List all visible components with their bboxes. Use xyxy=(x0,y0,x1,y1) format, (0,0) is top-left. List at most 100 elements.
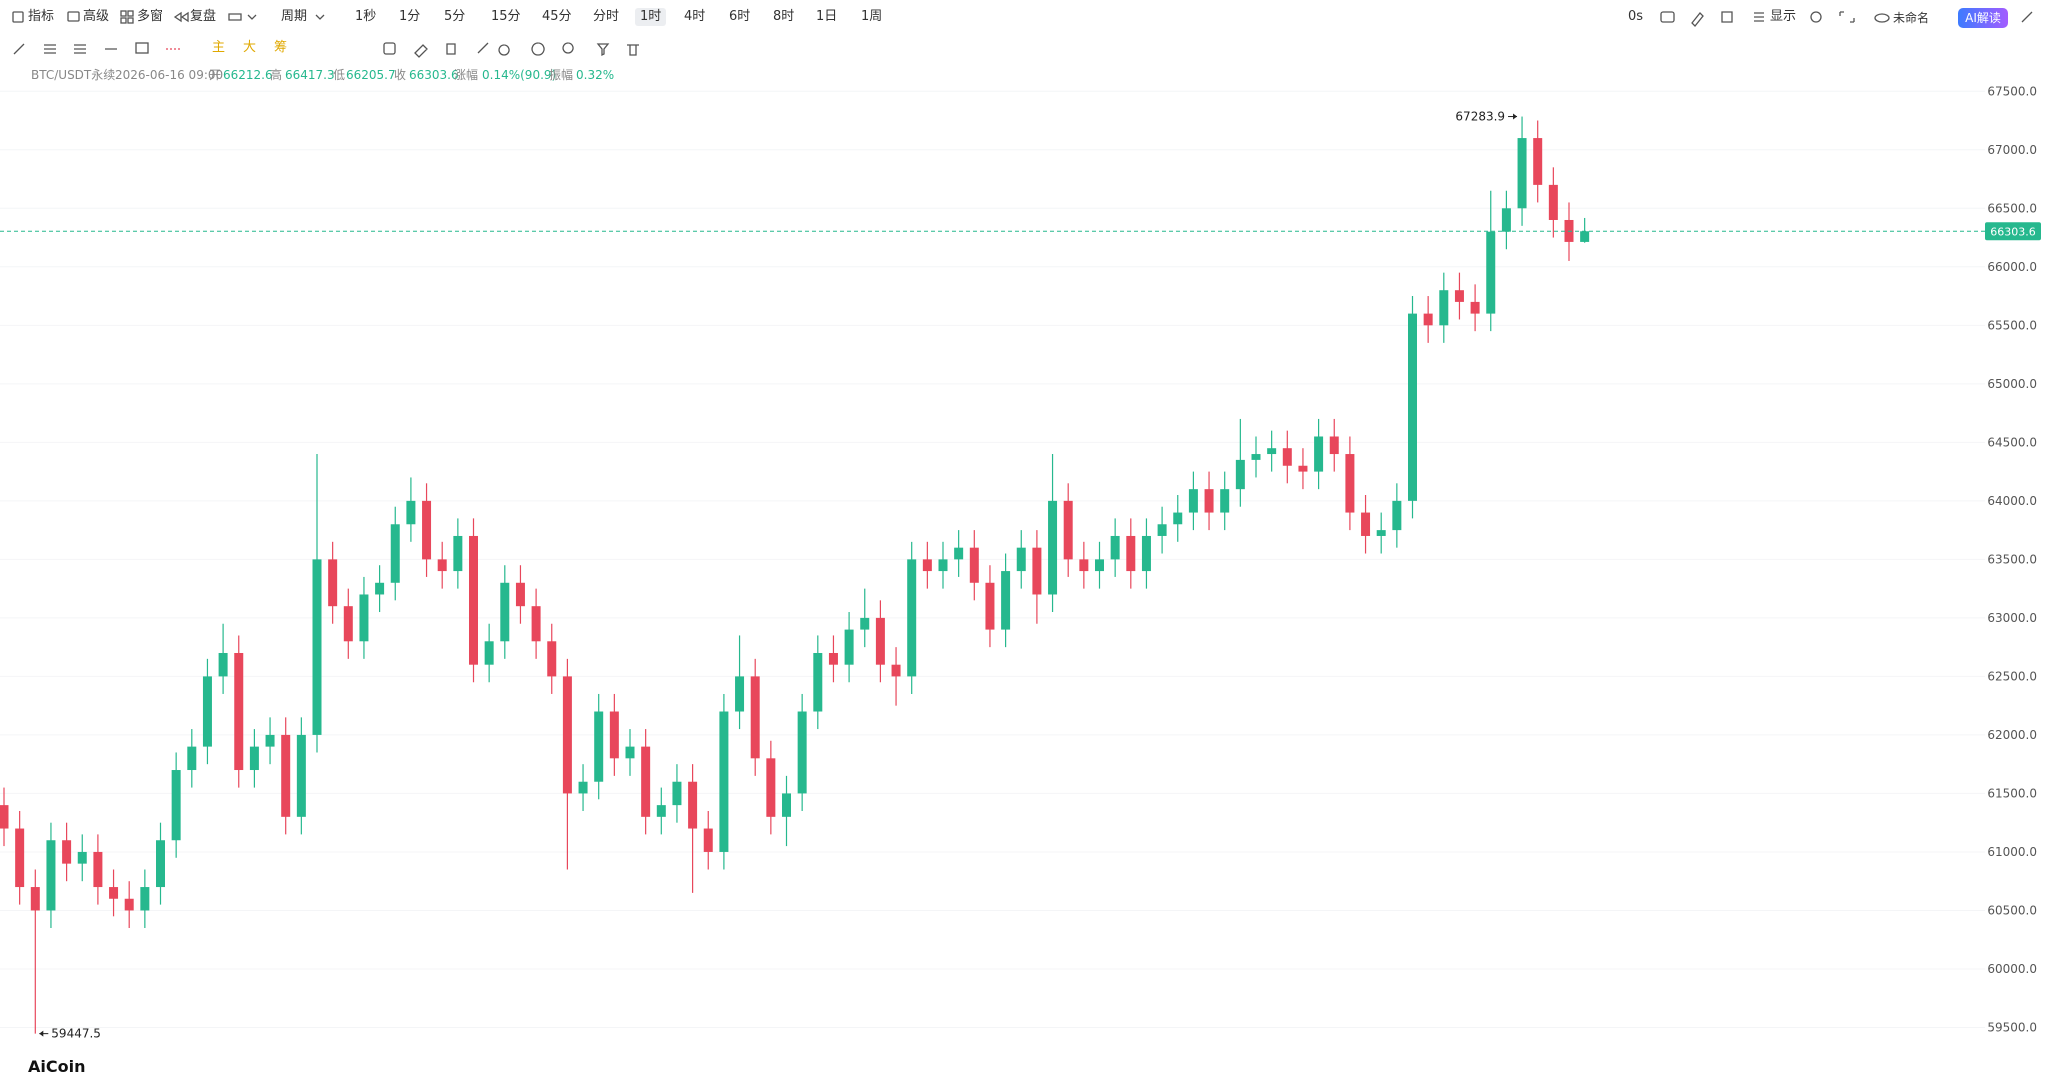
candle-body xyxy=(1032,547,1042,595)
candle-body xyxy=(1063,500,1073,560)
candle-body xyxy=(1298,465,1308,472)
candle-body xyxy=(46,840,56,911)
min-label: 59447.5 xyxy=(51,1027,101,1041)
indicator-button[interactable]: 指标 xyxy=(28,9,55,24)
candle-body xyxy=(1001,571,1011,630)
candle-body xyxy=(1282,448,1292,466)
candle-body xyxy=(140,887,150,911)
symbol: BTC/USDT永续 xyxy=(31,68,116,82)
y-tick-label: 65500.0 xyxy=(1987,318,2037,332)
last-price-box xyxy=(1985,222,2041,241)
candle-body xyxy=(907,559,917,677)
period-button-active[interactable]: 1时 xyxy=(635,8,667,26)
draw-tag[interactable]: 筹 xyxy=(274,40,288,55)
candle-body xyxy=(1235,459,1245,490)
candle-body xyxy=(578,781,588,794)
y-tick-label: 60500.0 xyxy=(1987,903,2037,917)
candle-body xyxy=(453,535,463,572)
candle-body xyxy=(62,840,72,864)
candle-body xyxy=(1188,489,1198,513)
candle-body xyxy=(1361,512,1371,536)
candle-body xyxy=(719,711,729,852)
period-button[interactable]: 4时 xyxy=(684,9,706,24)
candle-body xyxy=(985,582,995,630)
candle-body xyxy=(1376,530,1386,536)
candle-body xyxy=(1486,231,1496,314)
y-tick-label: 61000.0 xyxy=(1987,845,2037,859)
candle-body xyxy=(1392,500,1402,531)
candle-body xyxy=(328,559,338,607)
candle-body xyxy=(1251,454,1261,460)
candle-body xyxy=(609,711,619,759)
close-value: 66303.6 xyxy=(409,68,459,82)
candle-body xyxy=(1329,436,1339,455)
candle-body xyxy=(1470,301,1480,314)
candle-body xyxy=(954,547,964,560)
candle-body xyxy=(735,676,745,712)
bar-time: 2026-06-16 09:00 xyxy=(115,68,224,82)
candle-body xyxy=(844,629,854,665)
draw-tag[interactable]: 大 xyxy=(243,40,257,55)
candle-body xyxy=(1314,436,1324,472)
multi-window-button[interactable]: 多窗 xyxy=(137,9,164,24)
period-dropdown[interactable]: 周期 xyxy=(281,9,308,24)
candle-body xyxy=(375,582,385,595)
y-tick-label: 67000.0 xyxy=(1987,143,2037,157)
advanced-button[interactable]: 高级 xyxy=(83,9,110,24)
ai-button[interactable]: AI解读 xyxy=(1958,8,2008,28)
candle-body xyxy=(1345,454,1355,513)
candle-body xyxy=(969,547,979,583)
draw-tag[interactable]: 主 xyxy=(212,40,226,55)
replay-button[interactable]: 复盘 xyxy=(190,9,217,24)
low-value: 66205.7 xyxy=(346,68,396,82)
candle-body xyxy=(750,676,760,759)
candle-body xyxy=(500,582,510,642)
candle-body xyxy=(1454,290,1464,302)
period-button[interactable]: 1秒 xyxy=(355,9,377,24)
y-tick-label: 66000.0 xyxy=(1987,260,2037,274)
candle-body xyxy=(797,711,807,794)
candle-body xyxy=(1439,290,1449,326)
y-tick-label: 63500.0 xyxy=(1987,552,2037,566)
period-button[interactable]: 15分 xyxy=(491,9,521,24)
period-button[interactable]: 1周 xyxy=(861,9,883,24)
candle-body xyxy=(1173,512,1183,525)
period-button[interactable]: 分时 xyxy=(593,9,620,24)
timer-label[interactable]: 0s xyxy=(1628,9,1644,24)
open-label: 开 xyxy=(209,68,222,82)
candle-body xyxy=(594,711,604,782)
min-arrowhead xyxy=(39,1030,44,1037)
candle-body xyxy=(1016,547,1026,572)
candle-body xyxy=(1126,535,1136,572)
change-label: 涨幅 xyxy=(454,68,479,82)
candle-body xyxy=(249,746,259,771)
candle-body xyxy=(515,582,525,607)
period-button[interactable]: 1分 xyxy=(399,9,421,24)
candle-body xyxy=(218,652,228,677)
period-button[interactable]: 1日 xyxy=(816,9,838,24)
candle-body xyxy=(562,676,572,794)
period-button[interactable]: 6时 xyxy=(729,9,751,24)
y-tick-label: 65000.0 xyxy=(1987,377,2037,391)
candle-body xyxy=(1267,448,1277,455)
candle-body xyxy=(641,746,651,817)
candle-body xyxy=(891,664,901,677)
period-button[interactable]: 45分 xyxy=(542,9,572,24)
candle-body xyxy=(93,851,103,888)
candle-body xyxy=(390,524,400,583)
last-price-label: 66303.6 xyxy=(1990,225,2036,238)
candle-body xyxy=(1501,208,1511,232)
y-tick-label: 63000.0 xyxy=(1987,611,2037,625)
y-tick-label: 61500.0 xyxy=(1987,786,2037,800)
candle-body xyxy=(1580,231,1590,242)
candle-body xyxy=(922,559,932,572)
display-button[interactable]: 显示 xyxy=(1770,9,1797,24)
candle-body xyxy=(202,676,212,747)
layout-name[interactable]: 未命名 xyxy=(1893,11,1930,25)
change-value: 0.14%(90.9) xyxy=(482,68,557,82)
candle-body xyxy=(156,840,165,888)
period-button[interactable]: 5分 xyxy=(444,9,466,24)
period-button[interactable]: 8时 xyxy=(773,9,795,24)
candle-body xyxy=(422,500,432,560)
logo: AiCoin xyxy=(28,1057,86,1076)
